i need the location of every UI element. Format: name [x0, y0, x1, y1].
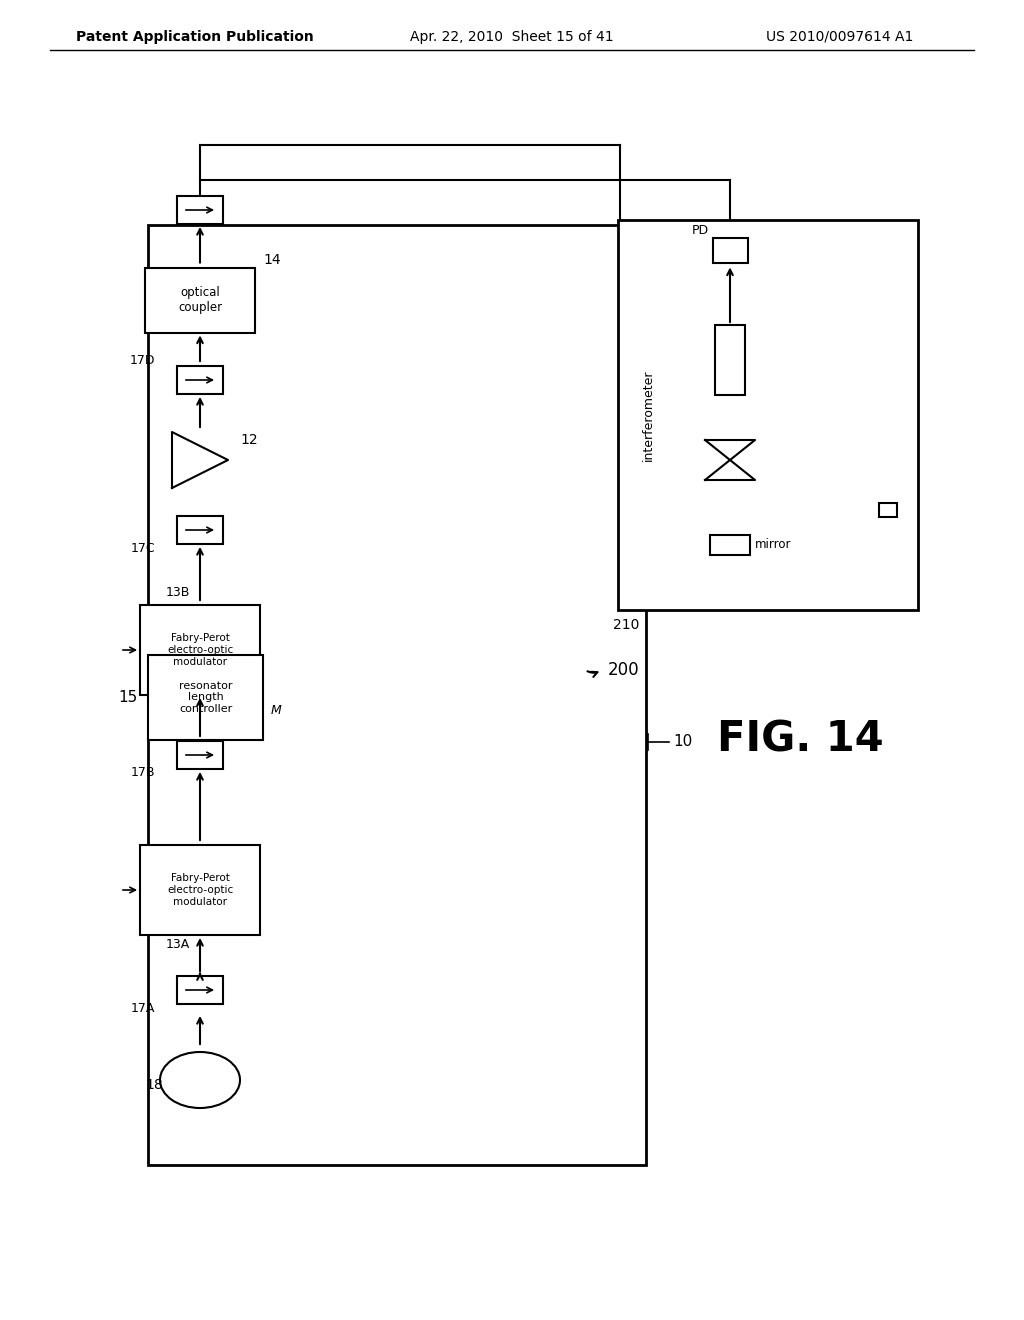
Text: FIG. 14: FIG. 14 — [717, 719, 884, 762]
Text: interferometer: interferometer — [641, 370, 654, 461]
Text: M: M — [271, 704, 282, 717]
Text: Apr. 22, 2010  Sheet 15 of 41: Apr. 22, 2010 Sheet 15 of 41 — [411, 30, 613, 44]
Text: PD: PD — [692, 223, 709, 236]
Bar — [177, 195, 223, 224]
Bar — [148, 224, 646, 1166]
Text: optical
coupler: optical coupler — [178, 286, 222, 314]
Ellipse shape — [160, 1052, 240, 1107]
Text: 17D: 17D — [129, 354, 155, 367]
Text: 12: 12 — [240, 433, 258, 447]
Bar — [140, 845, 260, 935]
Bar — [879, 503, 897, 517]
Polygon shape — [172, 432, 228, 488]
Polygon shape — [705, 440, 755, 459]
Text: Fabry-Perot
electro-optic
modulator: Fabry-Perot electro-optic modulator — [167, 874, 233, 907]
Text: 13A: 13A — [166, 939, 190, 952]
Bar — [618, 220, 918, 610]
Text: US 2010/0097614 A1: US 2010/0097614 A1 — [766, 30, 913, 44]
Text: 13B: 13B — [166, 586, 190, 599]
Bar — [710, 535, 750, 554]
Text: 17B: 17B — [130, 767, 155, 780]
Bar — [148, 655, 263, 741]
Text: Patent Application Publication: Patent Application Publication — [76, 30, 314, 44]
Bar — [177, 516, 223, 544]
Text: 200: 200 — [608, 661, 640, 678]
Text: 210: 210 — [613, 618, 639, 632]
Text: Fabry-Perot
electro-optic
modulator: Fabry-Perot electro-optic modulator — [167, 634, 233, 667]
Bar — [715, 325, 745, 395]
Bar — [177, 975, 223, 1005]
Text: 18: 18 — [145, 1078, 163, 1092]
Text: 14: 14 — [263, 252, 281, 267]
Bar — [145, 268, 255, 333]
Text: 17A: 17A — [131, 1002, 155, 1015]
Bar — [177, 741, 223, 770]
Bar — [177, 366, 223, 393]
Bar — [140, 605, 260, 696]
Text: 15: 15 — [119, 690, 138, 705]
Polygon shape — [705, 459, 755, 480]
Text: 10: 10 — [673, 734, 692, 750]
Text: 17C: 17C — [130, 541, 155, 554]
Text: resonator
length
controller: resonator length controller — [179, 681, 232, 714]
Text: mirror: mirror — [755, 539, 792, 552]
Bar — [713, 238, 748, 263]
